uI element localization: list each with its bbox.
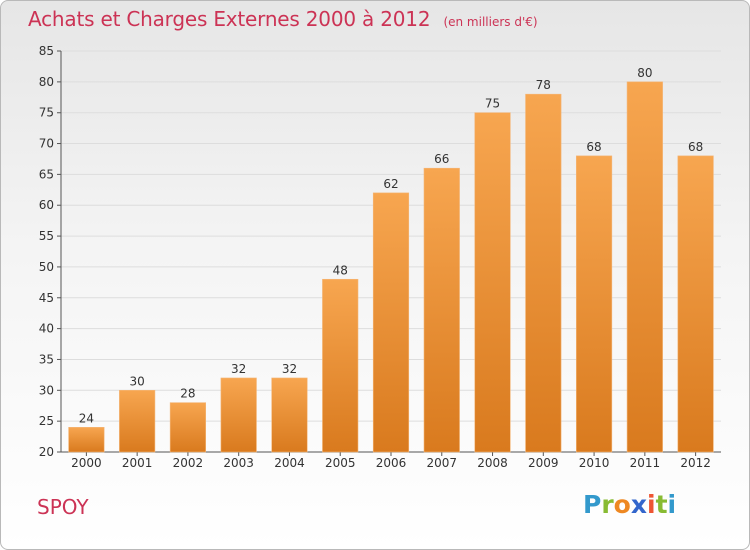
logo-letter: t [655,490,668,519]
bar-2009 [525,93,562,453]
x-tick-label: 2001 [122,456,153,470]
x-tick-label: 2010 [579,456,610,470]
bar-2008 [474,112,511,453]
bar-2001 [119,390,156,453]
data-label: 75 [485,97,500,111]
data-label: 28 [180,387,195,401]
place-name: SPOY [37,495,89,519]
y-tick-label: 70 [39,137,54,151]
y-tick-label: 50 [39,260,54,274]
chart-title: Achats et Charges Externes 2000 à 2012 [28,7,431,31]
x-tick-label: 2007 [426,456,457,470]
y-tick-label: 55 [39,229,54,243]
data-label: 24 [79,411,94,425]
data-label: 48 [333,263,348,277]
y-tick-label: 30 [39,383,54,397]
x-tick-label: 2004 [274,456,305,470]
bar-2012 [677,155,714,453]
logo-letter: r [601,490,614,519]
y-tick-label: 65 [39,167,54,181]
x-tick-label: 2003 [223,456,254,470]
chart-unit: (en milliers d'€) [443,15,538,29]
bar-2005 [322,278,359,453]
data-label: 32 [231,362,246,376]
y-tick-label: 25 [39,414,54,428]
logo-letter: i [647,490,656,519]
bar-2003 [220,377,257,453]
y-tick-label: 40 [39,322,54,336]
y-tick-label: 80 [39,75,54,89]
bar-2006 [372,192,410,453]
bar-2011 [626,81,663,453]
logo-letter: P [583,490,602,519]
x-tick-label: 2012 [680,456,711,470]
bar-2000 [68,427,105,453]
data-label: 68 [586,140,601,154]
data-label: 66 [434,152,449,166]
data-label: 80 [637,66,652,80]
y-tick-label: 75 [39,106,54,120]
y-tick-label: 85 [39,44,54,58]
bars [68,81,714,453]
y-tick-label: 45 [39,291,54,305]
logo-letter: x [630,490,647,519]
x-tick-label: 2009 [528,456,559,470]
data-label: 30 [130,374,145,388]
x-tick-label: 2011 [630,456,661,470]
x-tick-label: 2002 [173,456,204,470]
logo-letter: o [613,490,631,519]
bar-2002 [169,402,206,453]
data-label: 32 [282,362,297,376]
y-tick-label: 60 [39,198,54,212]
data-label: 68 [688,140,703,154]
labels: 20 25 30 35 40 45 50 55 60 65 70 75 80 85 2000 24 2001 30… [39,44,711,470]
x-tick-label: 2000 [71,456,102,470]
data-label: 62 [383,177,398,191]
y-tick-label: 20 [39,445,54,459]
chart-header: Achats et Charges Externes 2000 à 2012 (… [28,7,538,31]
data-label: 78 [536,78,551,92]
x-tick-label: 2008 [477,456,508,470]
x-tick-label: 2006 [376,456,407,470]
proxiti-logo: Proxiti [583,490,676,519]
logo-letter: i [667,490,677,519]
bar-2007 [423,167,460,453]
y-tick-label: 35 [39,352,54,366]
bar-2010 [576,155,613,453]
bar-2004 [271,377,308,453]
x-tick-label: 2005 [325,456,356,470]
